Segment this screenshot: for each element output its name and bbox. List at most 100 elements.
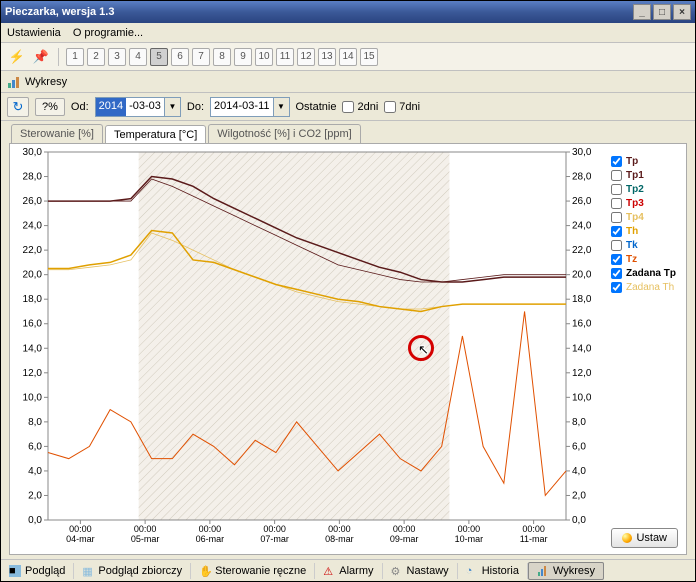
- pin-icon[interactable]: 📌: [31, 47, 51, 67]
- svg-text:30,0: 30,0: [572, 147, 592, 158]
- status-alarmy[interactable]: ⚠Alarmy: [315, 563, 382, 579]
- svg-text:10,0: 10,0: [23, 392, 43, 403]
- channel-button-10[interactable]: 10: [255, 48, 273, 66]
- channel-button-2[interactable]: 2: [87, 48, 105, 66]
- svg-text:10,0: 10,0: [572, 392, 592, 403]
- channel-button-6[interactable]: 6: [171, 48, 189, 66]
- status-podglad[interactable]: ■Podgląd: [1, 563, 74, 579]
- maximize-button[interactable]: □: [653, 4, 671, 20]
- status-podglad-zbiorczy[interactable]: ▦Podgląd zbiorczy: [74, 563, 191, 579]
- chart-icon: [7, 75, 21, 89]
- legend-item-tp2[interactable]: Tp2: [611, 182, 676, 196]
- orb-icon: [622, 533, 632, 543]
- svg-text:18,0: 18,0: [23, 294, 43, 305]
- status-nastawy[interactable]: ⚙Nastawy: [383, 563, 458, 579]
- chart-tabs: Sterowanie [%] Temperatura [°C] Wilgotno…: [1, 121, 695, 143]
- channel-button-8[interactable]: 8: [213, 48, 231, 66]
- svg-text:00:00: 00:00: [69, 524, 92, 534]
- legend-item-tp1[interactable]: Tp1: [611, 168, 676, 182]
- refresh-button[interactable]: ↻: [7, 97, 29, 117]
- channel-button-3[interactable]: 3: [108, 48, 126, 66]
- svg-text:2,0: 2,0: [28, 490, 42, 501]
- svg-text:12,0: 12,0: [23, 368, 43, 379]
- svg-text:4,0: 4,0: [572, 466, 586, 477]
- channel-button-7[interactable]: 7: [192, 48, 210, 66]
- svg-text:05-mar: 05-mar: [131, 534, 160, 544]
- do-label: Do:: [187, 101, 204, 113]
- checkbox-2dni[interactable]: 2dni: [342, 101, 378, 113]
- svg-text:00:00: 00:00: [522, 524, 545, 534]
- svg-text:20,0: 20,0: [572, 270, 592, 281]
- svg-text:00:00: 00:00: [393, 524, 416, 534]
- channel-button-12[interactable]: 12: [297, 48, 315, 66]
- svg-text:0,0: 0,0: [572, 515, 586, 526]
- svg-text:00:00: 00:00: [263, 524, 286, 534]
- titlebar[interactable]: Pieczarka, wersja 1.3 _ □ ×: [1, 1, 695, 23]
- legend-item-tp3[interactable]: Tp3: [611, 196, 676, 210]
- tab-temperatura[interactable]: Temperatura [°C]: [105, 125, 206, 144]
- legend-item-tp[interactable]: Tp: [611, 154, 676, 168]
- svg-text:20,0: 20,0: [23, 270, 43, 281]
- ustaw-button[interactable]: Ustaw: [611, 528, 678, 548]
- svg-text:00:00: 00:00: [134, 524, 157, 534]
- chevron-down-icon[interactable]: ▼: [164, 98, 180, 116]
- channel-button-14[interactable]: 14: [339, 48, 357, 66]
- status-wykresy[interactable]: Wykresy: [528, 562, 604, 580]
- svg-text:07-mar: 07-mar: [260, 534, 289, 544]
- tab-wilgotnosc[interactable]: Wilgotność [%] i CO2 [ppm]: [208, 124, 361, 143]
- chart-svg[interactable]: 0,00,02,02,04,04,06,06,08,08,010,010,012…: [10, 144, 686, 554]
- legend-item-tp4[interactable]: Tp4: [611, 210, 676, 224]
- checkbox-7dni[interactable]: 7dni: [384, 101, 420, 113]
- chevron-down-icon[interactable]: ▼: [273, 98, 289, 116]
- svg-text:8,0: 8,0: [28, 417, 42, 428]
- date-toolbar: ↻ ?% Od: 2014 -03-03 ▼ Do: 2014-03-11 ▼ …: [1, 93, 695, 121]
- status-sterowanie-reczne[interactable]: ✋Sterowanie ręczne: [191, 563, 315, 579]
- svg-text:28,0: 28,0: [23, 172, 43, 183]
- menu-about[interactable]: O programie...: [73, 27, 143, 39]
- svg-text:08-mar: 08-mar: [325, 534, 354, 544]
- svg-text:16,0: 16,0: [572, 319, 592, 330]
- svg-text:14,0: 14,0: [572, 343, 592, 354]
- svg-text:4,0: 4,0: [28, 466, 42, 477]
- channel-button-9[interactable]: 9: [234, 48, 252, 66]
- channel-button-5[interactable]: 5: [150, 48, 168, 66]
- date-from-input[interactable]: 2014 -03-03 ▼: [95, 97, 181, 117]
- legend-item-tk[interactable]: Tk: [611, 238, 676, 252]
- svg-text:6,0: 6,0: [28, 441, 42, 452]
- channel-button-15[interactable]: 15: [360, 48, 378, 66]
- tab-sterowanie[interactable]: Sterowanie [%]: [11, 124, 103, 143]
- svg-text:0,0: 0,0: [28, 515, 42, 526]
- legend: TpTp1Tp2Tp3Tp4ThTkTzZadana TpZadana Th: [607, 150, 680, 298]
- od-label: Od:: [71, 101, 89, 113]
- section-title: Wykresy: [25, 76, 67, 88]
- toolbar: ⚡ 📌 123456789101112131415: [1, 43, 695, 71]
- close-button[interactable]: ×: [673, 4, 691, 20]
- date-to-input[interactable]: 2014-03-11 ▼: [210, 97, 289, 117]
- menubar: Ustawienia O programie...: [1, 23, 695, 43]
- minimize-button[interactable]: _: [633, 4, 651, 20]
- channel-button-4[interactable]: 4: [129, 48, 147, 66]
- legend-item-tz[interactable]: Tz: [611, 252, 676, 266]
- statusbar: ■Podgląd ▦Podgląd zbiorczy ✋Sterowanie r…: [1, 559, 695, 581]
- status-historia[interactable]: ◔Historia: [458, 563, 528, 579]
- svg-text:26,0: 26,0: [572, 196, 592, 207]
- svg-text:24,0: 24,0: [23, 221, 43, 232]
- connect-icon[interactable]: ⚡: [7, 47, 27, 67]
- legend-item-th[interactable]: Th: [611, 224, 676, 238]
- channel-button-1[interactable]: 1: [66, 48, 84, 66]
- channel-button-13[interactable]: 13: [318, 48, 336, 66]
- svg-text:22,0: 22,0: [572, 245, 592, 256]
- svg-text:26,0: 26,0: [23, 196, 43, 207]
- svg-text:8,0: 8,0: [572, 417, 586, 428]
- percent-button[interactable]: ?%: [35, 98, 65, 116]
- svg-text:06-mar: 06-mar: [196, 534, 225, 544]
- channel-button-11[interactable]: 11: [276, 48, 294, 66]
- svg-text:16,0: 16,0: [23, 319, 43, 330]
- svg-text:18,0: 18,0: [572, 294, 592, 305]
- legend-item-zadana_th[interactable]: Zadana Th: [611, 280, 676, 294]
- menu-settings[interactable]: Ustawienia: [7, 27, 61, 39]
- svg-text:00:00: 00:00: [458, 524, 481, 534]
- svg-text:30,0: 30,0: [23, 147, 43, 158]
- svg-text:14,0: 14,0: [23, 343, 43, 354]
- legend-item-zadana_tp[interactable]: Zadana Tp: [611, 266, 676, 280]
